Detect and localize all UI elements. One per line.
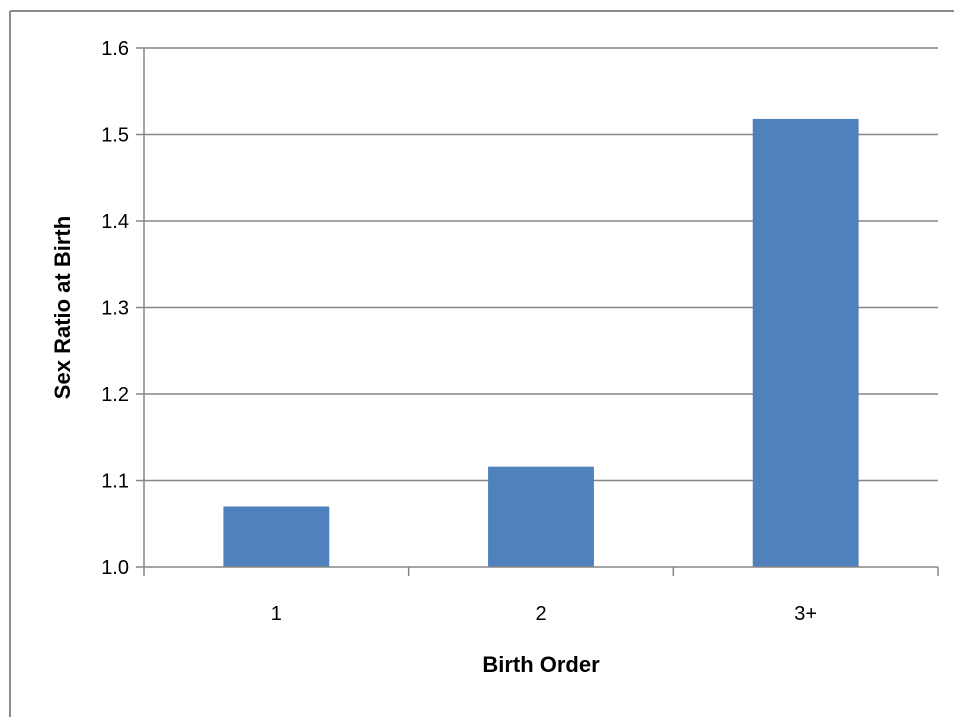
bar — [752, 118, 859, 568]
x-tick-label: 3+ — [794, 603, 817, 625]
x-tick-label: 2 — [535, 603, 546, 625]
y-tick-label: 1.3 — [101, 298, 129, 320]
y-tick-label: 1.2 — [101, 384, 129, 406]
y-tick-label: 1.4 — [101, 211, 129, 233]
x-tick-label: 1 — [271, 603, 282, 625]
y-tick-label: 1.5 — [101, 125, 129, 147]
y-axis-title: Sex Ratio at Birth — [50, 216, 75, 399]
y-tick-label: 1.0 — [101, 557, 129, 579]
bar — [223, 506, 330, 567]
y-tick-label: 1.1 — [101, 471, 129, 493]
y-tick-label: 1.6 — [101, 38, 129, 60]
bar — [488, 466, 594, 567]
x-axis-title: Birth Order — [482, 652, 600, 677]
